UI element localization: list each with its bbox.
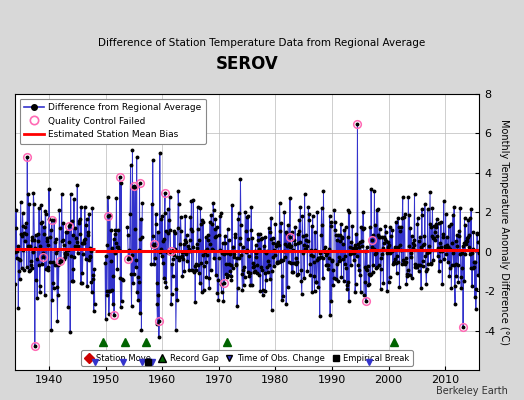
Y-axis label: Monthly Temperature Anomaly Difference (°C): Monthly Temperature Anomaly Difference (…: [499, 119, 509, 345]
Legend: Station Move, Record Gap, Time of Obs. Change, Empirical Break: Station Move, Record Gap, Time of Obs. C…: [81, 350, 413, 366]
Text: Berkeley Earth: Berkeley Earth: [436, 386, 508, 396]
Title: SEROV: SEROV: [216, 55, 278, 73]
Text: Difference of Station Temperature Data from Regional Average: Difference of Station Temperature Data f…: [99, 38, 425, 48]
